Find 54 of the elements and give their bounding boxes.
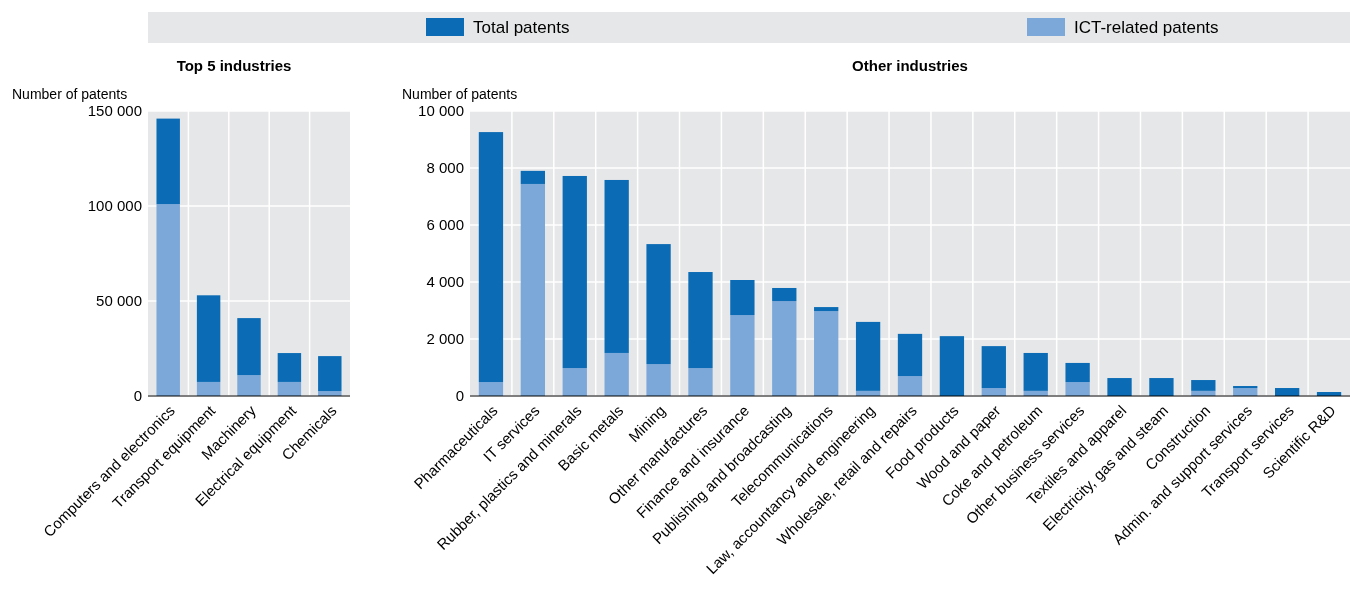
y-axis-title: Number of patents xyxy=(12,86,128,102)
bar xyxy=(520,170,546,184)
bar xyxy=(730,315,755,396)
bar xyxy=(1023,352,1048,391)
bar xyxy=(520,183,546,396)
bar xyxy=(562,175,587,369)
bar xyxy=(1191,380,1216,391)
bar xyxy=(318,356,342,392)
y-tick-label: 150 000 xyxy=(87,102,142,120)
bar xyxy=(196,295,221,382)
bar xyxy=(1065,382,1090,396)
bar xyxy=(855,321,881,391)
bar xyxy=(897,333,923,377)
bar xyxy=(646,364,671,396)
y-tick-label: 2 000 xyxy=(426,330,464,348)
y-tick-label: 0 xyxy=(133,387,142,405)
bar xyxy=(772,301,797,396)
bar xyxy=(688,272,713,369)
y-tick-label: 8 000 xyxy=(426,159,464,177)
bar xyxy=(277,353,302,382)
legend-label: Total patents xyxy=(473,17,570,37)
y-tick-label: 100 000 xyxy=(87,197,142,215)
bar xyxy=(478,382,504,396)
bar xyxy=(1107,378,1132,396)
chart-title: Top 5 industries xyxy=(176,57,292,74)
bar xyxy=(1149,378,1174,396)
bar xyxy=(646,244,671,365)
bar xyxy=(604,179,629,353)
bar xyxy=(604,352,629,396)
bar xyxy=(730,280,755,316)
bar xyxy=(939,336,965,396)
bar xyxy=(1065,362,1090,383)
bar xyxy=(277,381,302,396)
bar xyxy=(897,376,923,396)
y-tick-label: 4 000 xyxy=(426,273,464,291)
bar xyxy=(772,287,797,302)
bar xyxy=(237,318,261,376)
bar xyxy=(156,204,180,396)
chart-title: Other industries xyxy=(852,57,968,74)
bar xyxy=(196,381,221,396)
bar xyxy=(814,311,839,396)
y-tick-label: 6 000 xyxy=(426,216,464,234)
y-axis-title: Number of patents xyxy=(402,86,518,102)
bar xyxy=(688,368,713,396)
bar xyxy=(478,132,504,383)
bar xyxy=(814,307,839,312)
y-tick-label: 0 xyxy=(455,387,464,405)
legend-label: ICT-related patents xyxy=(1074,17,1219,37)
bar xyxy=(156,118,180,205)
y-tick-label: 10 000 xyxy=(418,102,464,120)
bar xyxy=(237,375,261,396)
y-tick-label: 50 000 xyxy=(96,292,142,310)
bar xyxy=(562,368,587,396)
bar xyxy=(981,346,1006,389)
